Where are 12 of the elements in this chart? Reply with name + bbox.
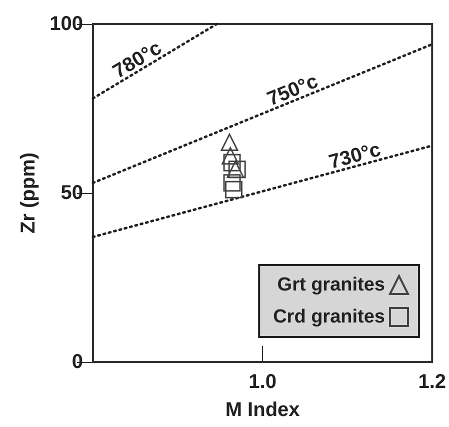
text: 780°c xyxy=(109,37,166,83)
x-tick-label: 1.0 xyxy=(248,371,276,393)
y-tick-label: 0 xyxy=(72,351,83,373)
y-tick-label: 100 xyxy=(50,13,83,35)
y-tick-label: 50 xyxy=(60,182,83,204)
y-axis-title: Zr (ppm) xyxy=(18,152,40,234)
legend-label: Grt granites xyxy=(277,274,385,296)
x-tick-label: 1.2 xyxy=(418,371,446,393)
legend-label: Crd granites xyxy=(273,306,385,328)
text: 730°c xyxy=(326,138,384,174)
text: 750°c xyxy=(264,70,322,111)
x-axis-title: M Index xyxy=(225,399,300,421)
